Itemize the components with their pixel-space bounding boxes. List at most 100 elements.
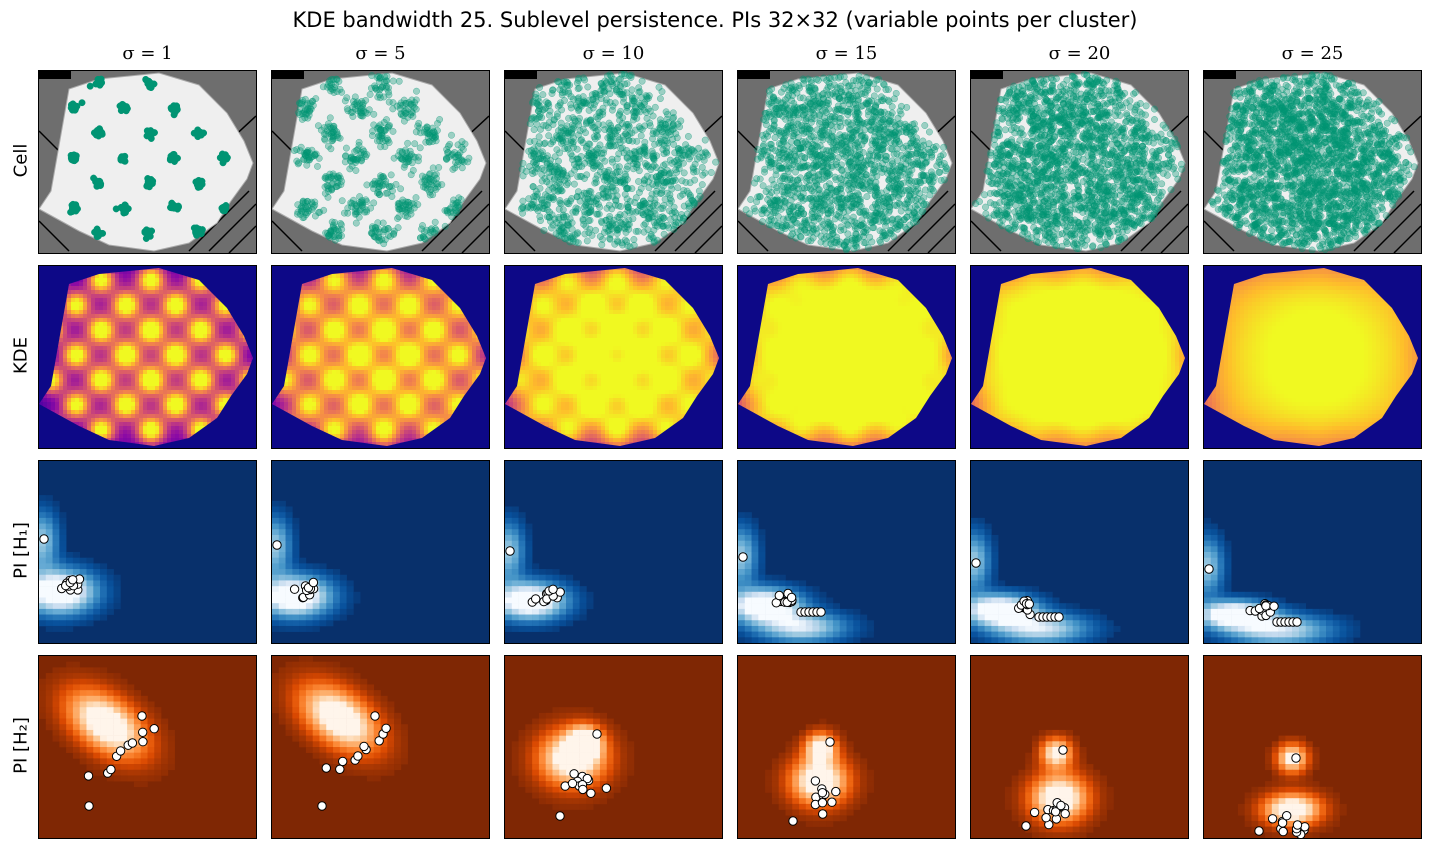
cell-point xyxy=(793,228,801,236)
background-line xyxy=(694,225,722,253)
cell-point xyxy=(901,223,909,231)
cell-point xyxy=(93,182,101,190)
cell-point xyxy=(805,125,813,133)
cell-point xyxy=(574,117,582,125)
cell-point xyxy=(555,164,563,172)
cell-point xyxy=(940,143,948,151)
cell-point xyxy=(570,160,578,168)
cell-point xyxy=(662,108,670,116)
cell-point xyxy=(821,118,829,126)
cell-point xyxy=(831,74,839,81)
cell-point xyxy=(539,91,547,99)
cell-point xyxy=(610,216,618,224)
cell-point xyxy=(519,159,527,167)
cell-point xyxy=(921,122,929,129)
cell-point xyxy=(1041,89,1049,97)
cell-point xyxy=(680,169,688,177)
cell-point xyxy=(783,127,791,135)
cell-point xyxy=(170,150,178,158)
cell-point xyxy=(432,137,440,145)
cell-point xyxy=(545,102,553,110)
background-line xyxy=(272,220,303,252)
cell-point xyxy=(537,154,545,162)
cell-point xyxy=(805,87,813,95)
cell-point xyxy=(554,78,562,86)
cell-point xyxy=(879,160,886,168)
background-line xyxy=(674,203,722,252)
column-title: σ = 1 xyxy=(38,43,257,64)
cell-point xyxy=(880,165,888,173)
cell-point xyxy=(407,171,415,179)
cell-point xyxy=(574,229,582,237)
column-title: σ = 20 xyxy=(970,43,1189,64)
background-line xyxy=(887,190,949,252)
cell-point xyxy=(669,122,677,130)
cell-point xyxy=(458,157,466,165)
cell-point xyxy=(344,107,352,115)
cell-point xyxy=(906,130,914,138)
cell-point xyxy=(861,88,869,96)
cell-panel xyxy=(970,70,1189,254)
cell-point xyxy=(355,141,363,149)
cell-point xyxy=(592,226,600,234)
cell-point xyxy=(925,128,933,136)
cell-point xyxy=(354,154,362,162)
cell-point xyxy=(626,157,634,165)
cell-point xyxy=(699,153,707,161)
cell-point xyxy=(605,201,613,209)
cell-point xyxy=(555,205,563,213)
cell-point xyxy=(635,88,643,96)
cell-point xyxy=(377,73,384,81)
cell-point xyxy=(931,146,939,154)
cell-point xyxy=(821,107,829,114)
cell-point xyxy=(1099,149,1107,157)
cell-point xyxy=(848,234,856,242)
cell-point xyxy=(684,132,692,140)
cell-point xyxy=(1027,94,1034,101)
cell-point xyxy=(1055,88,1063,96)
cell-point xyxy=(377,126,385,134)
cell-point xyxy=(609,102,617,110)
cell-point xyxy=(666,131,674,139)
cell-point xyxy=(401,205,409,213)
cell-point xyxy=(897,102,905,110)
cell-point xyxy=(598,185,606,193)
cell-point xyxy=(410,103,418,111)
cell-point xyxy=(919,151,927,159)
cell-point xyxy=(532,161,539,169)
cell-point xyxy=(406,147,414,155)
cell-point xyxy=(910,191,918,199)
cell-point xyxy=(922,201,930,208)
cell-point xyxy=(856,208,864,216)
cell-point xyxy=(861,91,869,98)
cell-point xyxy=(563,172,571,180)
cell-point xyxy=(592,151,600,159)
cell-point xyxy=(317,126,325,134)
cell-point xyxy=(877,133,885,141)
cell-point xyxy=(873,172,881,180)
cell-point xyxy=(434,183,442,191)
cell-point xyxy=(794,120,802,128)
cell-point xyxy=(809,109,817,117)
cell-point xyxy=(423,226,431,234)
cell-point xyxy=(760,135,768,143)
cell-point xyxy=(928,151,936,159)
cell-point xyxy=(611,99,619,107)
cell-point xyxy=(833,238,840,246)
cell-point xyxy=(1111,98,1119,106)
cell-point xyxy=(581,76,589,84)
cell-point xyxy=(174,202,182,210)
cell-point xyxy=(630,165,637,173)
cell-point xyxy=(576,172,584,180)
cell-point xyxy=(851,151,859,159)
cell-point xyxy=(618,220,626,228)
cell-panel xyxy=(504,70,723,254)
cell-point xyxy=(880,229,888,237)
cell-point xyxy=(690,168,698,176)
cell-point xyxy=(644,105,652,113)
cell-point xyxy=(362,153,370,161)
cell-point xyxy=(338,232,345,240)
cell-point xyxy=(422,173,429,181)
cell-point xyxy=(807,79,815,87)
cell-point xyxy=(357,200,365,208)
